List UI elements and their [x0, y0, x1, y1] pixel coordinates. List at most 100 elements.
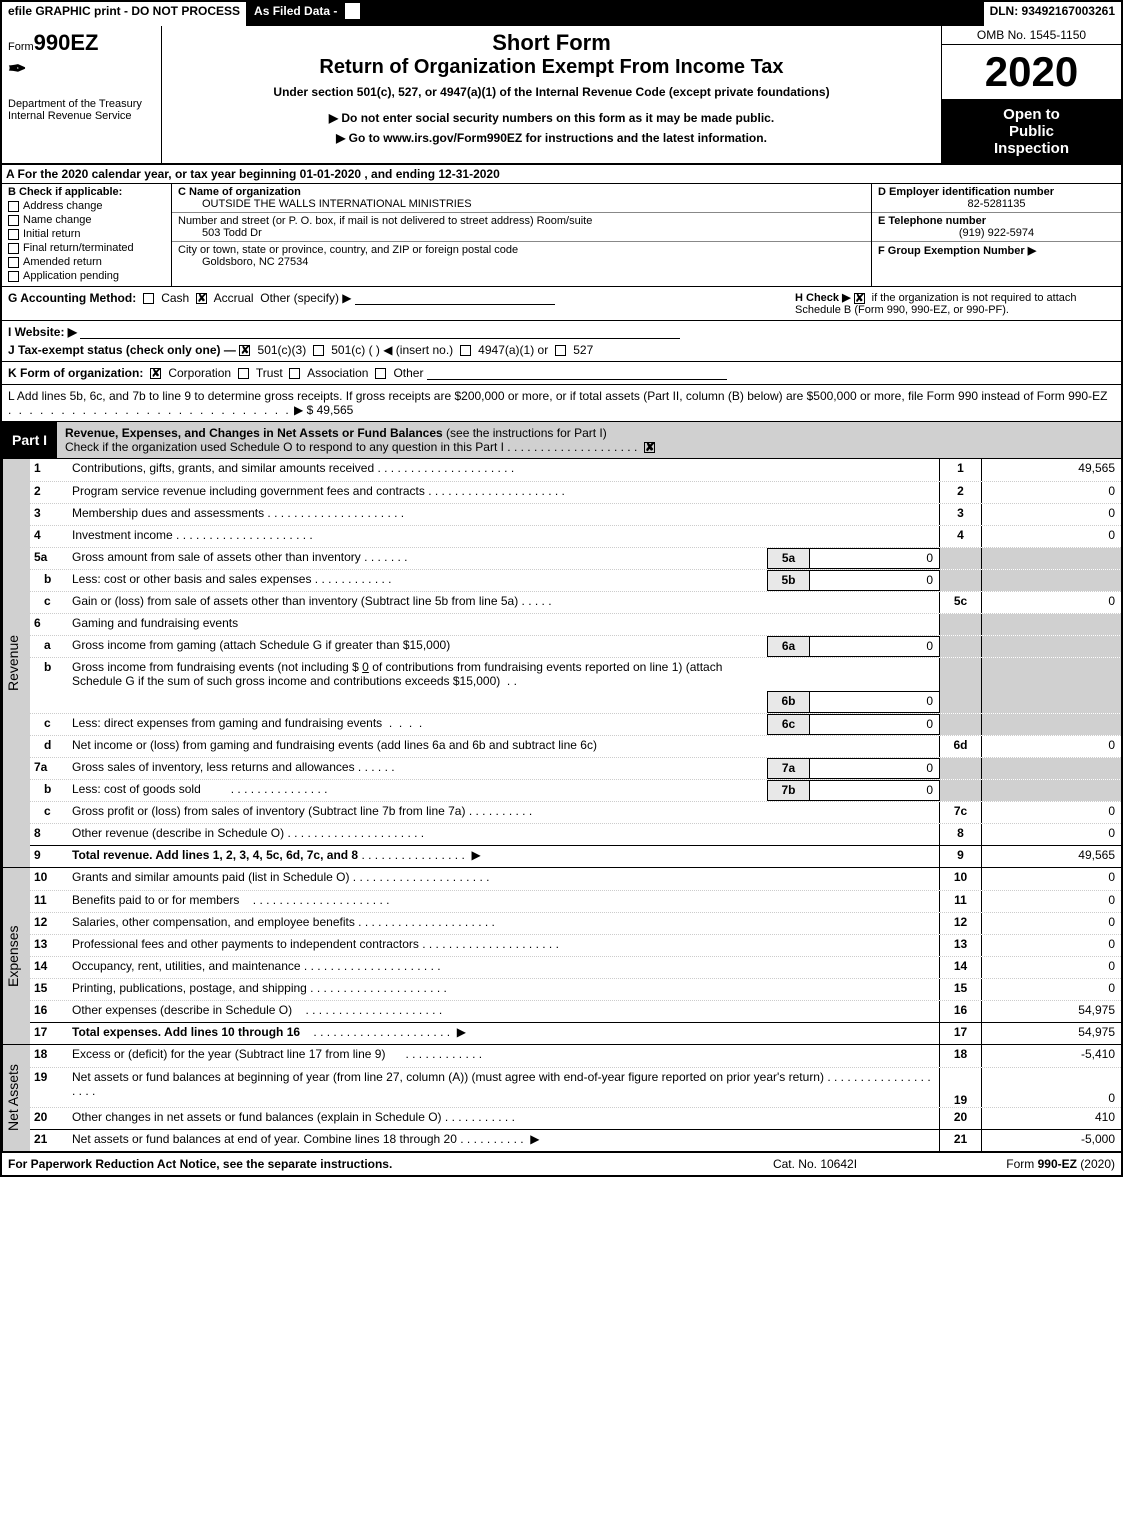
line-14-desc: Occupancy, rent, utilities, and maintena… — [68, 957, 939, 978]
line-11: 11 Benefits paid to or for members 11 0 — [30, 890, 1121, 912]
line-2-desc: Program service revenue including govern… — [68, 482, 939, 503]
line-21-arrow: ▶ — [530, 1132, 539, 1146]
chk-association[interactable] — [289, 368, 300, 379]
line-2: 2 Program service revenue including gove… — [30, 481, 1121, 503]
line-7b-rshade — [939, 780, 981, 801]
k-row: K Form of organization: Corporation Trus… — [2, 362, 1121, 385]
footer-mid: Cat. No. 10642I — [715, 1157, 915, 1171]
line-2-box: 2 — [939, 482, 981, 503]
j-label: J Tax-exempt status (check only one) — — [8, 343, 239, 357]
line-18-desc: Excess or (deficit) for the year (Subtra… — [68, 1045, 939, 1067]
line-14-box: 14 — [939, 957, 981, 978]
part1-check-line: Check if the organization used Schedule … — [65, 440, 504, 454]
line-11-val: 0 — [981, 891, 1121, 912]
dln-label: DLN: 93492167003261 — [982, 2, 1121, 26]
line-18-desc-text: Excess or (deficit) for the year (Subtra… — [72, 1047, 385, 1061]
line-14-val: 0 — [981, 957, 1121, 978]
line-8-desc-text: Other revenue (describe in Schedule O) — [72, 826, 284, 840]
chk-amended-return[interactable]: Amended return — [8, 256, 165, 268]
part1-title-tail: (see the instructions for Part I) — [443, 426, 607, 440]
line-21-box: 21 — [939, 1130, 981, 1151]
netassets-side-label: Net Assets — [2, 1045, 30, 1151]
line-19: 19 Net assets or fund balances at beginn… — [30, 1067, 1121, 1107]
line-9-box: 9 — [939, 846, 981, 867]
line-20-val: 410 — [981, 1108, 1121, 1129]
chk-other-org[interactable] — [375, 368, 386, 379]
line-11-desc: Benefits paid to or for members — [68, 891, 939, 912]
chk-name-change[interactable]: Name change — [8, 214, 165, 226]
line-13-val: 0 — [981, 935, 1121, 956]
k-label: K Form of organization: — [8, 366, 143, 380]
d-ein-value: 82-5281135 — [878, 198, 1115, 210]
accrual-label: Accrual — [214, 291, 254, 305]
line-10-desc: Grants and similar amounts paid (list in… — [68, 868, 939, 890]
chk-address-change[interactable]: Address change — [8, 200, 165, 212]
part1-check-dots: . . . . . . . . . . . . . . . . . . . . — [504, 440, 637, 454]
line-17-desc: Total expenses. Add lines 10 through 16 … — [68, 1023, 939, 1044]
chk-cash[interactable] — [143, 293, 154, 304]
footer-left: For Paperwork Reduction Act Notice, see … — [8, 1157, 715, 1171]
line-21-desc: Net assets or fund balances at end of ye… — [68, 1130, 939, 1151]
chk-501c3[interactable] — [239, 345, 250, 356]
topbar-spacer — [366, 2, 981, 26]
chk-4947[interactable] — [460, 345, 471, 356]
chk-h[interactable] — [854, 293, 865, 304]
line-16-num: 16 — [30, 1001, 68, 1022]
line-10-box: 10 — [939, 868, 981, 890]
line-3-val: 0 — [981, 504, 1121, 525]
line-5a: 5a Gross amount from sale of assets othe… — [30, 547, 1121, 569]
revenue-side-label: Revenue — [2, 459, 30, 867]
line-13-desc-text: Professional fees and other payments to … — [72, 937, 419, 951]
line-10: 10 Grants and similar amounts paid (list… — [30, 868, 1121, 890]
form-number: Form990EZ — [8, 30, 155, 56]
website-input[interactable] — [80, 325, 680, 339]
line-7a-rshade — [939, 758, 981, 779]
open-line2: Public — [946, 123, 1117, 140]
chk-trust[interactable] — [238, 368, 249, 379]
line-17-box: 17 — [939, 1023, 981, 1044]
line-5c-box: 5c — [939, 592, 981, 613]
line-17-num: 17 — [30, 1023, 68, 1044]
chk-corporation[interactable] — [150, 368, 161, 379]
line-6d-val: 0 — [981, 736, 1121, 757]
chk-initial-return[interactable]: Initial return — [8, 228, 165, 240]
line-6a-mini: 6a — [767, 636, 809, 657]
line-21-num: 21 — [30, 1130, 68, 1151]
chk-label-initial: Initial return — [23, 228, 80, 240]
line-20-desc-text: Other changes in net assets or fund bala… — [72, 1110, 442, 1124]
chk-accrual[interactable] — [196, 293, 207, 304]
chk-527[interactable] — [555, 345, 566, 356]
d-ein-label: D Employer identification number — [878, 186, 1115, 198]
dept-label: Department of the Treasury — [8, 98, 155, 110]
chk-final-return[interactable]: Final return/terminated — [8, 242, 165, 254]
d-column: D Employer identification number 82-5281… — [871, 184, 1121, 286]
line-6c-desc-text: Less: direct expenses from gaming and fu… — [72, 716, 382, 730]
line-14-num: 14 — [30, 957, 68, 978]
line-16-box: 16 — [939, 1001, 981, 1022]
topbar: efile GRAPHIC print - DO NOT PROCESS As … — [2, 2, 1121, 26]
line-3-box: 3 — [939, 504, 981, 525]
part1-title-text: Revenue, Expenses, and Changes in Net As… — [65, 426, 443, 440]
c-name-row: C Name of organization OUTSIDE THE WALLS… — [172, 184, 871, 213]
chk-schedule-o[interactable] — [644, 442, 655, 453]
warning-1: ▶ Do not enter social security numbers o… — [170, 111, 933, 125]
line-7b-valshade — [981, 780, 1121, 801]
other-specify-input[interactable] — [355, 291, 555, 305]
chk-application-pending[interactable]: Application pending — [8, 270, 165, 282]
expenses-side-label: Expenses — [2, 868, 30, 1044]
line-12-box: 12 — [939, 913, 981, 934]
chk-501c[interactable] — [313, 345, 324, 356]
line-21-val: -5,000 — [981, 1130, 1121, 1151]
line-1-num: 1 — [30, 459, 68, 481]
line-9-desc-text: Total revenue. Add lines 1, 2, 3, 4, 5c,… — [72, 848, 358, 862]
line-16: 16 Other expenses (describe in Schedule … — [30, 1000, 1121, 1022]
line-5a-rshade — [939, 548, 981, 569]
line-12-desc: Salaries, other compensation, and employ… — [68, 913, 939, 934]
line-18-box: 18 — [939, 1045, 981, 1067]
line-6a-desc-text: Gross income from gaming (attach Schedul… — [72, 638, 450, 652]
line-2-val: 0 — [981, 482, 1121, 503]
line-16-desc-text: Other expenses (describe in Schedule O) — [72, 1003, 292, 1017]
line-5a-num: 5a — [30, 548, 68, 569]
other-org-input[interactable] — [427, 366, 727, 380]
asfiled-section: As Filed Data - — [248, 2, 366, 26]
